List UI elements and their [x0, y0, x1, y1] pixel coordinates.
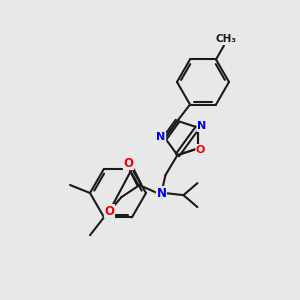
Text: O: O — [123, 157, 134, 169]
Text: N: N — [156, 132, 166, 142]
Text: O: O — [104, 205, 114, 218]
Text: CH₃: CH₃ — [215, 34, 236, 44]
Text: N: N — [197, 122, 206, 131]
Text: N: N — [156, 187, 167, 200]
Text: O: O — [196, 145, 205, 154]
